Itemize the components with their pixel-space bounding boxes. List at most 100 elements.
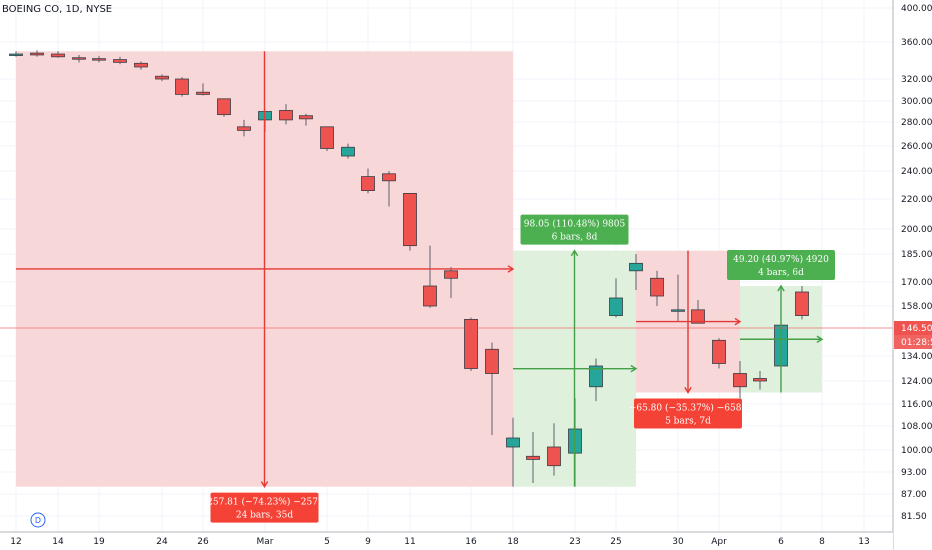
candle-body	[361, 176, 375, 192]
x-tick-label: 26	[197, 537, 209, 547]
candle-body	[320, 126, 334, 149]
candle-body	[733, 373, 747, 388]
x-tick-label: 25	[610, 537, 621, 547]
y-tick-label: 240.00	[901, 167, 932, 177]
y-tick-label: 170.00	[901, 278, 932, 288]
time-axis: 12 14 19 24 26 Mar 5 9 11 16 18 23 25 30 Apr 6 8 13 D	[0, 512, 893, 550]
candle-body	[237, 126, 251, 131]
candle-body	[691, 309, 705, 324]
candle-body	[609, 297, 623, 316]
vertical-arrow-head	[570, 249, 579, 257]
price-axis-bg	[893, 0, 932, 550]
candle-body	[30, 52, 44, 56]
candle-body	[403, 192, 417, 247]
measure-label-value: 98.05 (110.48%) 9805	[524, 219, 626, 230]
symbol-title: BOEING CO, 1D, NYSE	[2, 4, 113, 15]
x-tick-label: 13	[858, 537, 869, 547]
candle-body	[175, 78, 189, 95]
candle-body	[712, 339, 726, 364]
candle-body	[506, 437, 520, 448]
candle-body	[485, 348, 499, 374]
measure-label-bars: 5 bars, 7d	[665, 417, 711, 427]
x-tick-label: 12	[10, 537, 21, 547]
measure-label-box	[520, 214, 629, 245]
y-tick-label: 124.00	[901, 377, 932, 387]
measure-arrows	[16, 51, 824, 489]
y-tick-label: 158.00	[901, 302, 932, 312]
x-tick-label: 5	[324, 537, 330, 547]
measure-label-value: −257.81 (−74.23%) −25781	[200, 497, 330, 508]
candle-body	[134, 62, 148, 68]
measure-label: 49.20 (40.97%) 4920 4 bars, 6d	[727, 250, 835, 280]
candle-body	[72, 57, 86, 60]
candle-body	[279, 110, 293, 121]
y-tick-label: 300.00	[901, 97, 932, 107]
y-tick-label: 400.00	[901, 4, 932, 14]
x-tick-label: Mar	[257, 537, 274, 547]
horizontal-arrow-head	[816, 335, 824, 343]
x-tick-label: 6	[778, 537, 784, 547]
horizontal-arrow-head	[507, 265, 515, 273]
y-tick-label: 280.00	[901, 118, 932, 128]
candle-body	[113, 59, 127, 63]
candle-body	[589, 365, 603, 388]
measure-label-value: −65.80 (−35.37%) −6580	[629, 403, 748, 414]
countdown-label: 01:28:57	[901, 338, 932, 348]
candle-body	[217, 98, 231, 116]
time-axis-bg	[0, 532, 893, 550]
x-tick-label: 11	[404, 537, 415, 547]
vertical-arrow-head	[777, 284, 785, 292]
measure-label-box	[210, 492, 319, 523]
candle-body	[196, 91, 210, 95]
x-tick-label: 23	[569, 537, 580, 547]
candle-body	[51, 53, 65, 58]
measure-label: 98.05 (110.48%) 9805 6 bars, 8d	[520, 214, 629, 245]
y-tick-label: 320.00	[901, 75, 932, 85]
y-tick-label: 108.00	[901, 422, 932, 432]
x-tick-label: 9	[365, 537, 371, 547]
countdown-badge	[894, 335, 932, 349]
x-tick-label: 16	[465, 537, 477, 547]
measure-label-bars: 24 bars, 35d	[236, 511, 294, 521]
y-tick-label: 100.00	[901, 446, 932, 456]
y-tick-label: 93.00	[901, 468, 927, 478]
candle-body	[526, 455, 540, 460]
y-tick-label: 87.00	[901, 490, 927, 500]
y-tick-label: 134.00	[901, 352, 932, 362]
candle-body	[795, 291, 809, 316]
measure-label-box	[634, 398, 742, 429]
measure-label: −257.81 (−74.23%) −25781 24 bars, 35d	[200, 492, 330, 523]
y-tick-label: 360.00	[901, 38, 932, 48]
price-axis: 400.00 360.00 320.00 300.00 280.00 260.00 240.…	[892, 0, 932, 550]
x-tick-label: 14	[52, 537, 64, 547]
vertical-arrow-head	[260, 481, 269, 489]
x-tick-label: Apr	[711, 537, 727, 547]
measure-label-bars: 6 bars, 8d	[552, 233, 598, 243]
y-tick-label: 185.00	[901, 250, 932, 260]
y-tick-label: 200.00	[901, 225, 932, 235]
dividend-flag-label: D	[35, 516, 41, 525]
candle-body	[9, 53, 23, 56]
candle-body	[650, 277, 664, 297]
candle-body	[464, 318, 478, 369]
measure-label-box	[727, 250, 835, 280]
candle-body	[341, 146, 355, 157]
y-tick-label: 81.50	[901, 512, 927, 522]
candle-body	[547, 446, 561, 467]
candles	[9, 50, 809, 487]
x-tick-label: 19	[93, 537, 105, 547]
y-tick-label: 220.00	[901, 195, 932, 205]
measure-label: −65.80 (−35.37%) −6580 5 bars, 7d	[629, 398, 748, 429]
candle-body	[299, 115, 313, 120]
horizontal-arrow-head	[734, 317, 742, 326]
last-price-label: 146.50	[901, 324, 932, 334]
candle-body	[629, 262, 643, 272]
candle-body	[92, 58, 106, 61]
candle-body	[155, 75, 169, 80]
y-tick-label: 116.00	[901, 400, 932, 410]
last-price-badge	[894, 321, 932, 335]
x-tick-label: 30	[672, 537, 684, 547]
candle-body	[444, 270, 458, 279]
candle-body	[382, 173, 396, 182]
